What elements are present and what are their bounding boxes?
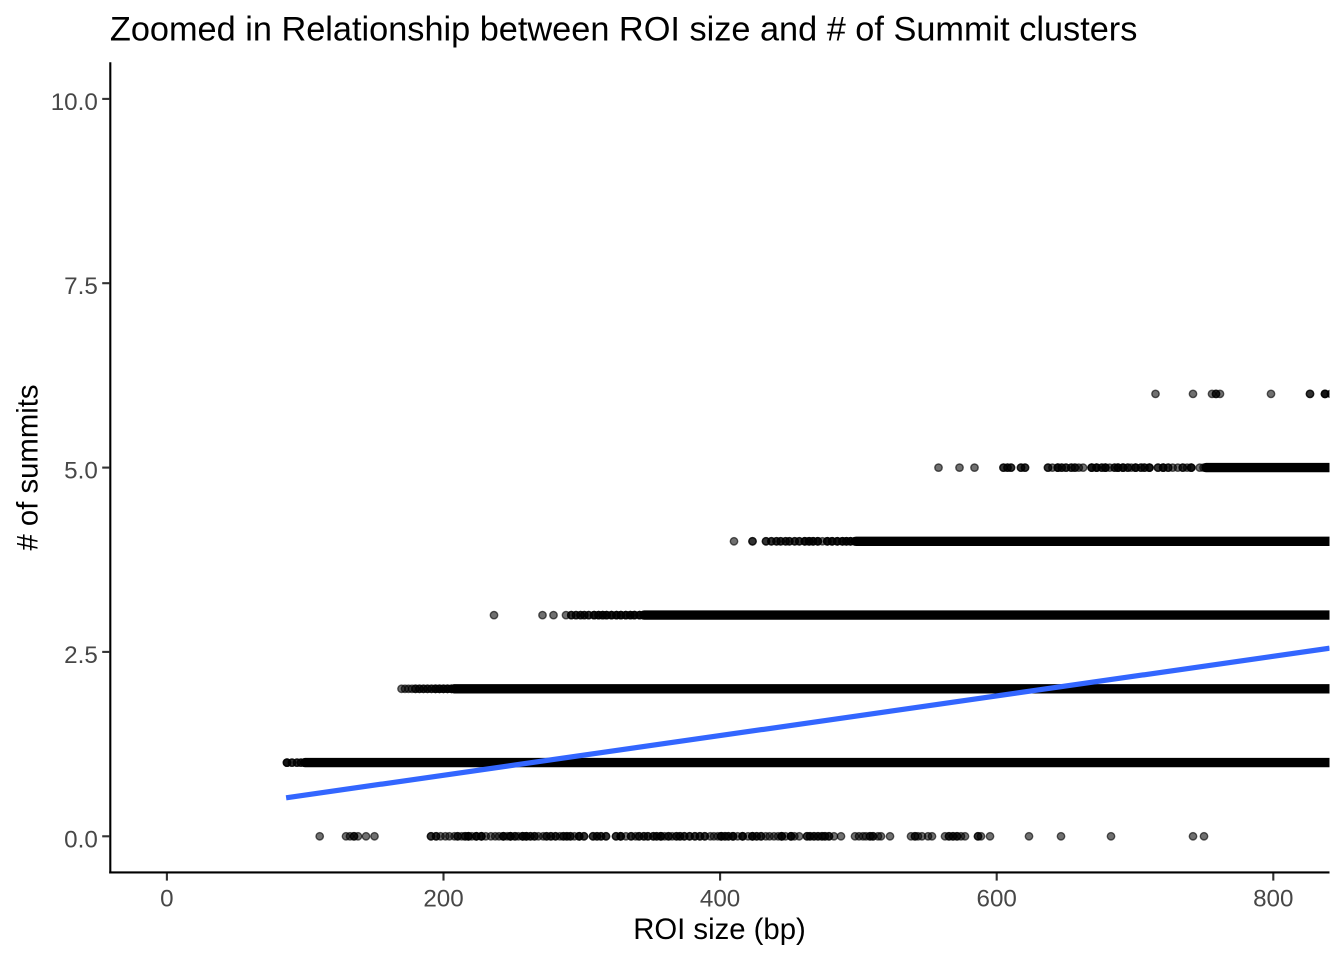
svg-text:0.0: 0.0 bbox=[64, 826, 98, 853]
svg-text:ROI size (bp): ROI size (bp) bbox=[633, 913, 806, 946]
svg-text:Zoomed in Relationship between: Zoomed in Relationship between ROI size … bbox=[110, 11, 1137, 49]
svg-text:7.5: 7.5 bbox=[64, 273, 98, 300]
svg-text:2.5: 2.5 bbox=[64, 642, 98, 669]
svg-text:10.0: 10.0 bbox=[51, 89, 98, 116]
svg-text:600: 600 bbox=[977, 886, 1017, 913]
svg-text:5.0: 5.0 bbox=[64, 458, 98, 485]
svg-text:400: 400 bbox=[700, 886, 740, 913]
svg-text:0: 0 bbox=[160, 886, 173, 913]
svg-text:# of summits: # of summits bbox=[12, 384, 45, 550]
svg-text:800: 800 bbox=[1253, 886, 1293, 913]
svg-text:200: 200 bbox=[423, 886, 463, 913]
